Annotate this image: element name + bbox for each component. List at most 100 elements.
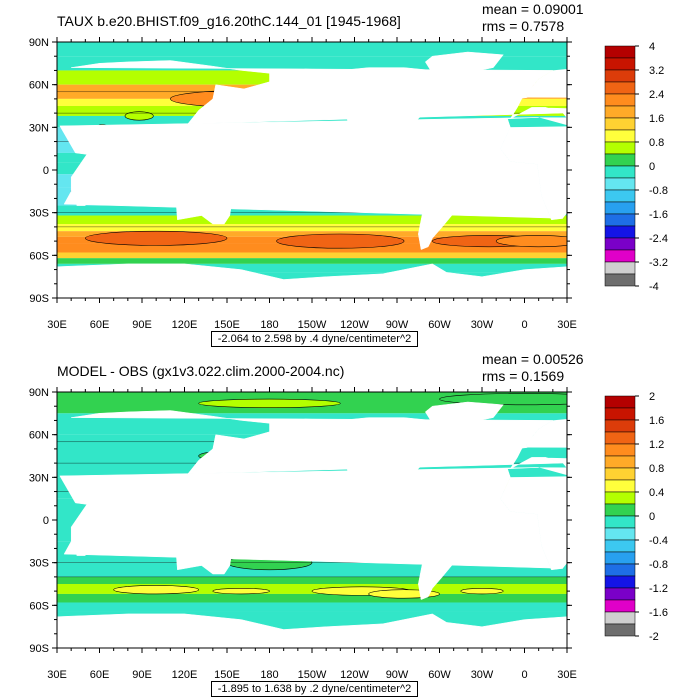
colorbar-swatch [604, 237, 636, 251]
mean-label: mean = 0.09001 [482, 1, 584, 17]
lon-label: 30W [471, 319, 494, 331]
colorbar-label: 0 [649, 161, 655, 173]
colorbar-label: 0.8 [649, 137, 664, 149]
colorbar-swatch [604, 93, 636, 107]
land-antarctica [57, 263, 567, 298]
colorbar-label: -0.4 [649, 535, 668, 547]
colorbar-swatch [604, 551, 636, 565]
land-eurasia-wrap [531, 69, 567, 119]
land-madagascar [76, 188, 86, 206]
lat-label: 30S [29, 558, 49, 570]
land-greenland [424, 401, 504, 435]
land-arabia [63, 127, 96, 152]
land-australia [175, 185, 232, 225]
colorbar-swatch [604, 515, 636, 529]
lon-label: 60W [428, 669, 451, 681]
colorbar-swatch [604, 491, 636, 505]
lon-label: 90W [386, 319, 409, 331]
colorbar-label: 1.6 [649, 113, 664, 125]
colorbar-swatch [604, 201, 636, 215]
land-australia-wrap [686, 186, 700, 224]
field-blob [212, 587, 270, 595]
land-madagascar-wrap [587, 539, 596, 556]
lat-label: 0 [43, 165, 49, 177]
field-layer [57, 392, 700, 648]
field-blob [198, 398, 341, 408]
land-australia-wrap [686, 536, 700, 574]
land-uk-wrap [524, 437, 567, 448]
field-band [57, 263, 567, 273]
field-band [57, 252, 567, 259]
lat-label: 30N [29, 122, 49, 134]
colorbar-swatch [604, 587, 636, 601]
rms-label: rms = 0.7578 [482, 18, 565, 34]
field-blob [113, 585, 199, 595]
lat-label: 60N [29, 430, 49, 442]
colorbar-label: 1.2 [649, 439, 664, 451]
colorbar-swatch [604, 189, 636, 203]
colorbar-label: 1.6 [649, 415, 664, 427]
field-band [57, 42, 567, 57]
land-antarctica [57, 613, 567, 648]
colorbar-swatch [604, 141, 636, 155]
land-africa-wrap [500, 117, 567, 220]
lon-label: 60W [428, 319, 451, 331]
land-s-america [410, 504, 476, 600]
lat-label: 60N [29, 80, 49, 92]
colorbar-label: 2.4 [649, 89, 664, 101]
lon-label: 90E [132, 319, 152, 331]
colorbar-label: 0.4 [649, 487, 664, 499]
lat-label: 90N [29, 387, 49, 399]
field-band [57, 215, 567, 225]
field-band [57, 243, 567, 253]
colorbar-swatch [604, 563, 636, 577]
land-arabia-wrap [574, 477, 605, 501]
colorbar-swatch [604, 81, 636, 95]
lat-label: 30S [29, 208, 49, 220]
field-blob [276, 233, 405, 249]
lat-label: 90S [29, 293, 49, 305]
lon-label: 180 [260, 669, 278, 681]
lat-label: 90S [29, 643, 49, 655]
contour-range-label: -2.064 to 2.598 by .4 dyne/centimeter^2 [211, 331, 418, 347]
colorbar-swatch [604, 213, 636, 227]
colorbar-swatch [604, 57, 636, 71]
mean-label: mean = 0.00526 [482, 351, 584, 367]
land-madagascar-wrap [587, 189, 596, 206]
colorbar-swatch [604, 611, 636, 625]
field-band [57, 576, 567, 584]
colorbar-swatch [604, 503, 636, 517]
lon-label: 30E [47, 319, 67, 331]
colorbar-label: -4 [649, 281, 659, 293]
lat-label: 0 [43, 515, 49, 527]
colorbar-swatch [604, 623, 636, 637]
field-band [57, 231, 567, 237]
field-blob [495, 235, 567, 248]
land-indonesia [150, 511, 228, 535]
land-indonesia-wrap [661, 162, 700, 185]
land-japan [198, 105, 221, 125]
colorbar-swatch [604, 117, 636, 131]
field-band [57, 584, 567, 594]
colorbar-swatch [604, 249, 636, 263]
panel-title: MODEL - OBS (gx1v3.022.clim.2000-2004.nc… [57, 363, 345, 379]
field-blob [85, 230, 228, 246]
land-japan [198, 455, 221, 475]
lon-label: 120W [340, 669, 369, 681]
lon-label: 30W [471, 669, 494, 681]
lon-label: 30E [47, 669, 67, 681]
panel-title: TAUX b.e20.BHIST.f09_g16.20thC.144_01 [1… [57, 13, 401, 29]
colorbar-swatch [604, 575, 636, 589]
panel-top-map: 90N 60N 30N 0 30S 60S 90S 30E 60E 90E 120E 150E 180 1… [29, 1, 700, 347]
colorbar-label: 4 [649, 41, 655, 53]
lon-label: 0 [521, 319, 527, 331]
colorbar-label: -1.6 [649, 209, 668, 221]
colorbar-label: -0.8 [649, 185, 668, 197]
colorbar-swatch [604, 467, 636, 481]
land-n-america [283, 67, 447, 159]
colorbar-swatch [604, 261, 636, 275]
field-blob [460, 587, 504, 595]
lon-label: 60E [90, 669, 110, 681]
colorbar-label: -3.2 [649, 257, 668, 269]
land-s-america [410, 154, 476, 250]
